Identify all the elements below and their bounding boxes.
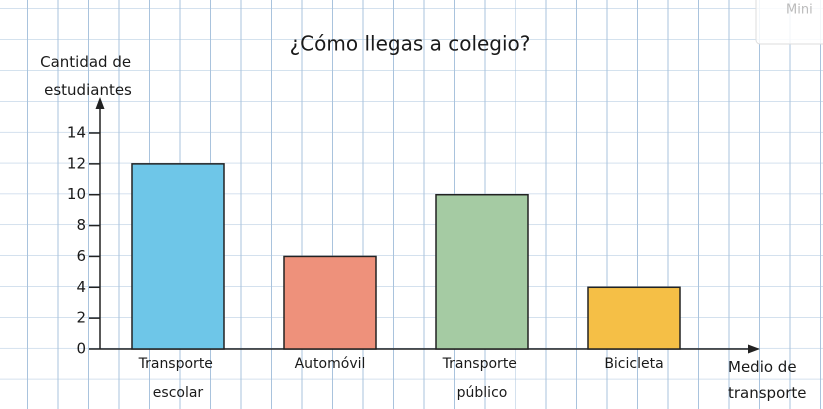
y-tick-label: 10 [67, 185, 86, 203]
chart-title: ¿Cómo llegas a colegio? [290, 32, 531, 56]
x-tick-label: Bicicleta [604, 356, 663, 372]
y-tick-label: 4 [76, 278, 86, 296]
y-tick-label: 12 [67, 154, 86, 172]
x-tick-label: Automóvil [295, 356, 366, 372]
y-tick-label: 6 [76, 247, 86, 265]
bar [435, 193, 529, 350]
bar [587, 286, 681, 350]
y-tick-label: 8 [76, 216, 86, 234]
y-tick-label: 0 [76, 340, 86, 358]
x-axis-label: Medio de transporte [728, 358, 807, 402]
overlay-box [755, 0, 823, 45]
y-tick-label: 2 [76, 309, 86, 327]
x-tick-label: Transporte escolar [138, 356, 218, 401]
x-axis-arrow [748, 344, 760, 354]
y-axis-arrow [95, 97, 105, 109]
x-tick-label: Transporte público [442, 356, 522, 401]
y-axis-label: Cantidad de estudiantes [40, 53, 136, 99]
y-tick-label: 14 [67, 124, 86, 142]
overlay-text: Mini [786, 3, 813, 18]
bar [131, 163, 225, 350]
bar [283, 255, 377, 350]
